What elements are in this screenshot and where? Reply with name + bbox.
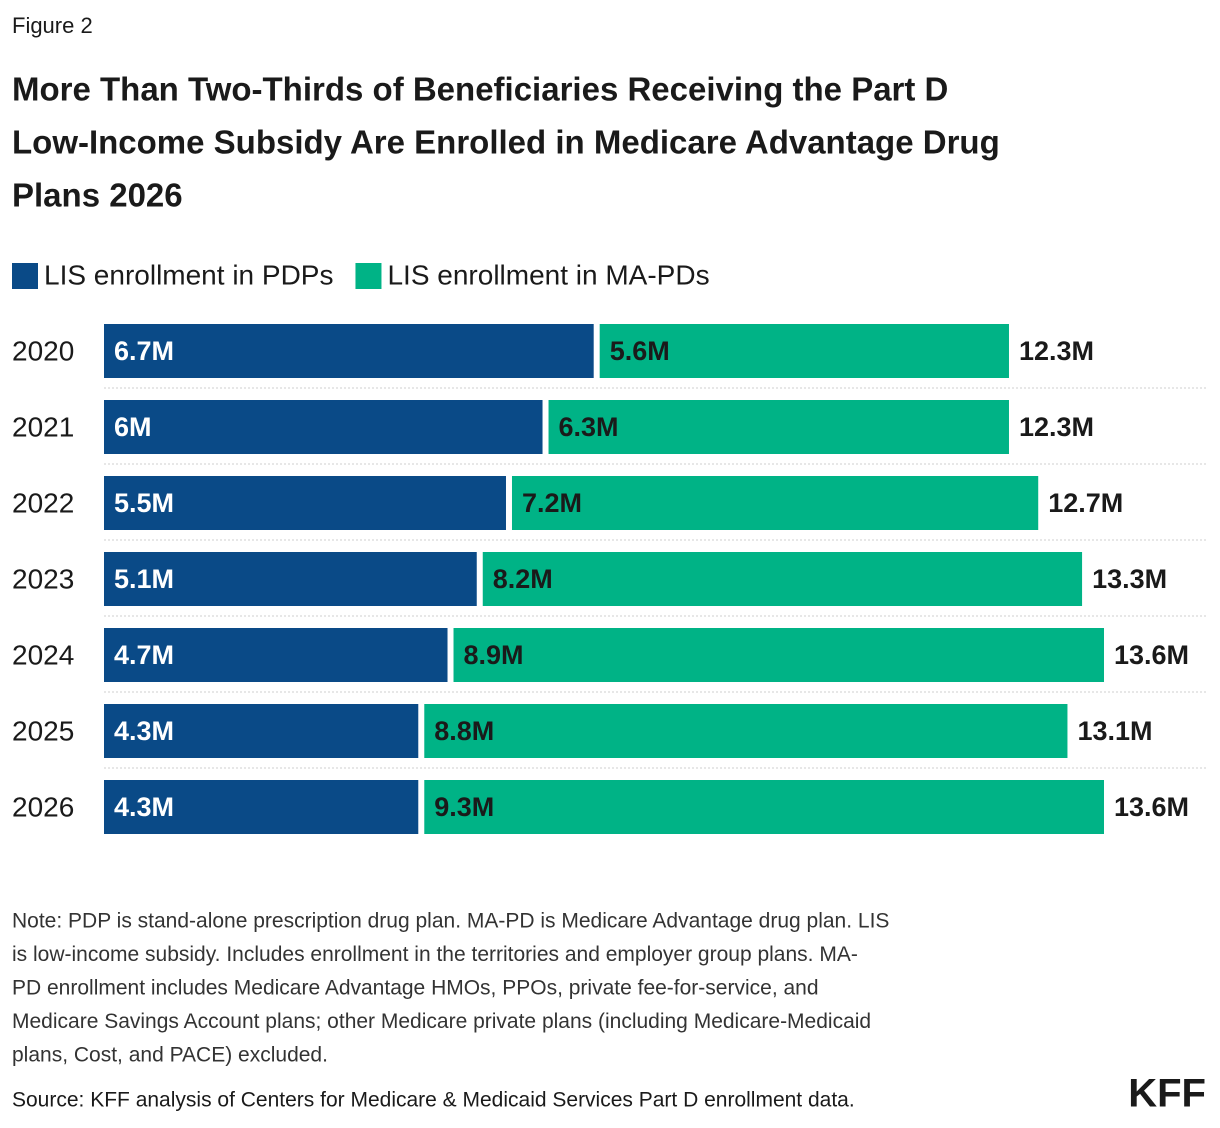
y-tick-label: 2023 (12, 563, 74, 594)
y-tick-label: 2026 (12, 791, 74, 822)
y-tick-label: 2022 (12, 487, 74, 518)
bar (482, 552, 1083, 606)
bar (104, 704, 419, 758)
value-label: 8.8M (434, 716, 494, 746)
note: PD enrollment includes Medicare Advantag… (12, 977, 819, 1000)
legend-label: LIS enrollment in PDPs (44, 259, 333, 290)
bar (599, 324, 1009, 378)
bar (104, 780, 419, 834)
value-label: 6M (114, 412, 152, 442)
total-label: 13.6M (1114, 792, 1189, 822)
value-label: 5.1M (114, 564, 174, 594)
y-tick-label: 2020 (12, 335, 74, 366)
legend-label: LIS enrollment in MA-PDs (387, 259, 709, 290)
y-tick-label: 2024 (12, 639, 74, 670)
bar (511, 476, 1039, 530)
source: Source: KFF analysis of Centers for Medi… (12, 1089, 855, 1112)
total-label: 13.3M (1092, 564, 1167, 594)
bar (104, 628, 448, 682)
chart-title: Plans 2026 (12, 177, 183, 214)
logo: KFF (1128, 1072, 1206, 1116)
bar (104, 552, 477, 606)
value-label: 9.3M (434, 792, 494, 822)
y-tick-label: 2025 (12, 715, 74, 746)
chart-title: Low-Income Subsidy Are Enrolled in Medic… (12, 124, 1000, 161)
note: Note: PDP is stand-alone prescription dr… (12, 910, 889, 933)
value-label: 4.7M (114, 640, 174, 670)
value-label: 8.9M (464, 640, 524, 670)
value-label: 5.5M (114, 488, 174, 518)
total-label: 12.7M (1048, 488, 1123, 518)
bar (104, 324, 594, 378)
bar (453, 628, 1104, 682)
value-label: 5.6M (610, 336, 670, 366)
bar (424, 780, 1104, 834)
value-label: 7.2M (522, 488, 582, 518)
value-label: 6.3M (559, 412, 619, 442)
bar (104, 476, 506, 530)
value-label: 4.3M (114, 792, 174, 822)
note: is low-income subsidy. Includes enrollme… (12, 943, 858, 966)
value-label: 4.3M (114, 716, 174, 746)
legend-swatch (355, 263, 382, 289)
note: Medicare Savings Account plans; other Me… (12, 1010, 871, 1033)
bar (548, 400, 1009, 454)
value-label: 6.7M (114, 336, 174, 366)
total-label: 12.3M (1019, 336, 1094, 366)
y-tick-label: 2021 (12, 411, 74, 442)
total-label: 13.6M (1114, 640, 1189, 670)
bar (104, 400, 543, 454)
figure-label: Figure 2 (12, 13, 93, 38)
total-label: 13.1M (1077, 716, 1152, 746)
value-label: 8.2M (493, 564, 553, 594)
total-label: 12.3M (1019, 412, 1094, 442)
note: plans, Cost, and PACE) excluded. (12, 1044, 328, 1067)
bar (424, 704, 1068, 758)
chart-title: More Than Two-Thirds of Beneficiaries Re… (12, 71, 948, 108)
legend-swatch (12, 263, 38, 289)
